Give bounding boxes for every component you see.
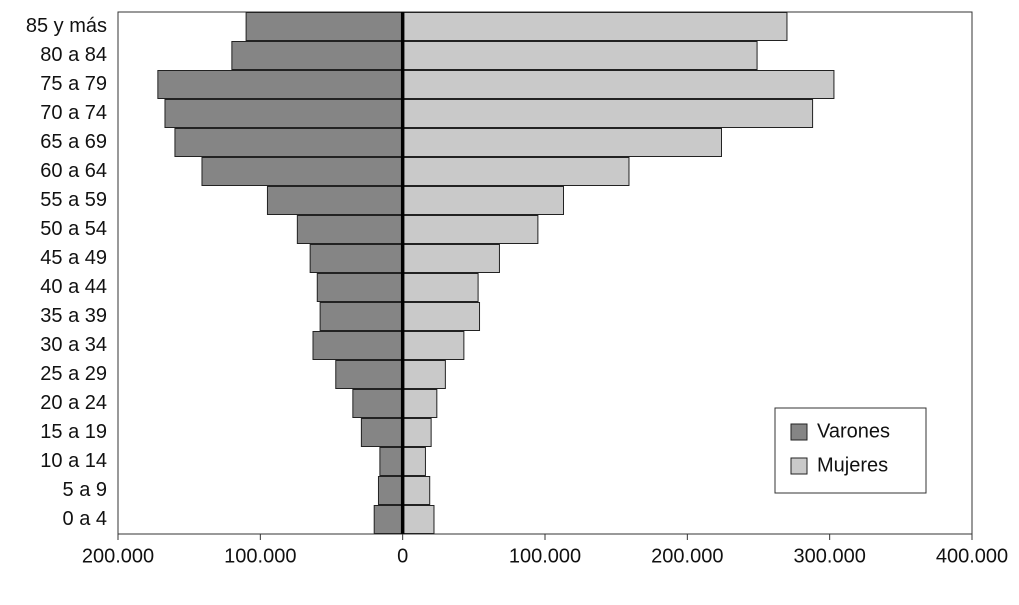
y-tick-label: 80 a 84	[40, 44, 107, 66]
bar	[402, 476, 431, 505]
bar	[319, 302, 404, 331]
y-tick-label: 75 a 79	[40, 73, 107, 95]
bar	[402, 273, 479, 302]
bar	[309, 244, 404, 273]
y-tick-label: 20 a 24	[40, 392, 107, 414]
y-tick-label: 65 a 69	[40, 131, 107, 153]
bar	[402, 418, 432, 447]
bar	[360, 418, 404, 447]
x-tick-label: 0	[397, 545, 408, 567]
bar	[402, 99, 814, 128]
y-tick-label: 85 y más	[26, 15, 107, 37]
x-tick-label: 200.000	[82, 545, 154, 567]
bar	[402, 157, 630, 186]
x-tick-label: 300.000	[794, 545, 866, 567]
legend-swatch	[790, 423, 808, 441]
bar	[402, 12, 788, 41]
bar	[402, 128, 722, 157]
y-tick-label: 60 a 64	[40, 160, 107, 182]
bar	[402, 360, 446, 389]
bar	[402, 505, 435, 534]
bar	[335, 360, 404, 389]
bar	[296, 215, 404, 244]
legend-box	[774, 407, 927, 494]
bar	[201, 157, 404, 186]
bar	[164, 99, 404, 128]
x-tick-label: 200.000	[651, 545, 723, 567]
y-tick-label: 50 a 54	[40, 218, 107, 240]
bar	[231, 41, 404, 70]
y-tick-label: 45 a 49	[40, 247, 107, 269]
bar	[266, 186, 404, 215]
bar	[402, 186, 565, 215]
y-tick-label: 55 a 59	[40, 189, 107, 211]
bar	[377, 476, 404, 505]
bar	[402, 331, 465, 360]
bar	[352, 389, 404, 418]
bar	[316, 273, 404, 302]
bar	[373, 505, 404, 534]
y-tick-label: 30 a 34	[40, 334, 107, 356]
bar	[402, 447, 426, 476]
bar	[157, 70, 404, 99]
x-tick-label: 100.000	[224, 545, 296, 567]
bar	[402, 41, 758, 70]
y-tick-label: 0 a 4	[63, 508, 107, 530]
legend-swatch	[790, 457, 808, 475]
bar	[379, 447, 404, 476]
y-tick-label: 40 a 44	[40, 276, 107, 298]
y-tick-label: 25 a 29	[40, 363, 107, 385]
bar	[174, 128, 404, 157]
x-tick-label: 400.000	[936, 545, 1008, 567]
y-tick-label: 5 a 9	[63, 479, 107, 501]
y-tick-label: 15 a 19	[40, 421, 107, 443]
y-tick-label: 35 a 39	[40, 305, 107, 327]
bar	[402, 244, 500, 273]
x-tick-label: 100.000	[509, 545, 581, 567]
y-tick-label: 70 a 74	[40, 102, 107, 124]
bar	[402, 215, 539, 244]
bar	[402, 302, 481, 331]
bar	[402, 389, 438, 418]
bar	[312, 331, 404, 360]
legend-label: Mujeres	[817, 454, 888, 476]
bar	[245, 12, 404, 41]
y-tick-label: 10 a 14	[40, 450, 107, 472]
bar	[402, 70, 835, 99]
legend-label: Varones	[817, 420, 890, 442]
